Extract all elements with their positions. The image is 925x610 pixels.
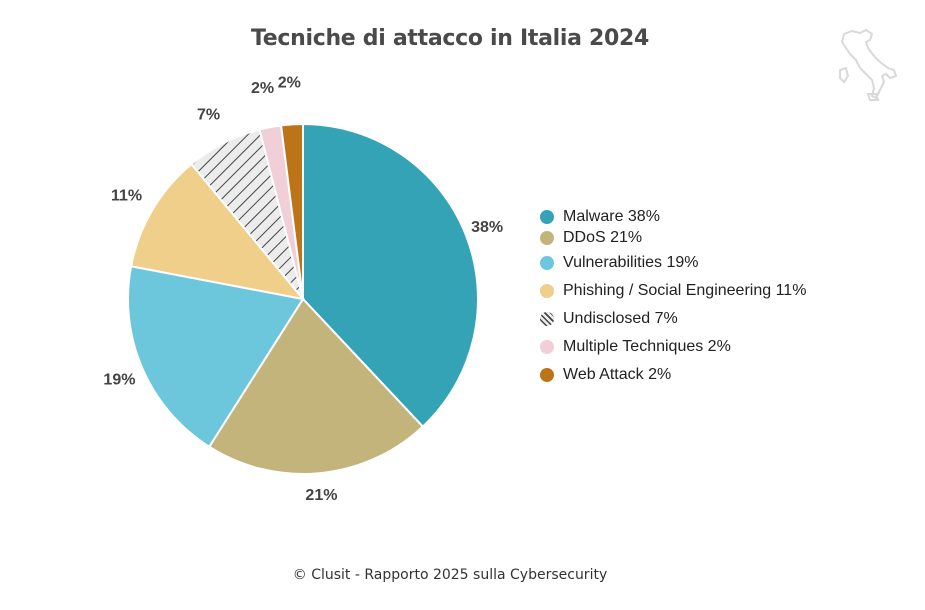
legend-swatch xyxy=(540,284,554,298)
legend-item-vulnerabilities: Vulnerabilities 19% xyxy=(540,249,806,277)
legend-label: Multiple Techniques 2% xyxy=(563,338,731,355)
legend-label: Undisclosed 7% xyxy=(563,310,678,327)
legend-item-web-attack: Web Attack 2% xyxy=(540,361,806,389)
legend-label: Malware 38% xyxy=(563,208,660,225)
footer-credit: © Clusit - Rapporto 2025 sulla Cybersecu… xyxy=(292,567,608,583)
slice-label-malware: 38% xyxy=(471,219,503,236)
slice-label-multiple-techniques: 2% xyxy=(251,80,274,97)
legend-label: Web Attack 2% xyxy=(563,366,672,383)
pie-slice-ddos xyxy=(207,297,425,475)
slice-label-web-attack: 2% xyxy=(278,74,301,91)
chart-title: Tecniche di attacco in Italia 2024 xyxy=(250,26,650,51)
legend-swatch xyxy=(540,256,554,270)
pie-slice-phishing-social-engineering xyxy=(129,162,306,301)
pie-slice-web-attack xyxy=(279,122,304,300)
legend-swatch xyxy=(540,340,554,354)
pie-slice-vulnerabilities xyxy=(127,265,305,449)
slice-label-phishing-social-engineering: 11% xyxy=(111,188,142,205)
chart-legend: Malware 38% DDoS 21% Vulnerabilities 19% Ph… xyxy=(540,203,806,389)
slice-label-undisclosed: 7% xyxy=(197,107,220,124)
legend-item-malware: Malware 38% xyxy=(540,203,806,231)
legend-swatch xyxy=(540,210,554,224)
legend-swatch xyxy=(540,312,554,326)
legend-swatch xyxy=(540,231,554,245)
legend-item-phishing-social-engineering: Phishing / Social Engineering 11% xyxy=(540,277,806,305)
slice-label-ddos: 21% xyxy=(305,487,337,504)
pie-slice-malware xyxy=(302,122,480,428)
legend-item-multiple-techniques: Multiple Techniques 2% xyxy=(540,333,806,361)
legend-label: DDoS 21% xyxy=(563,229,643,246)
legend-item-undisclosed: Undisclosed 7% xyxy=(540,305,806,333)
legend-label: Vulnerabilities 19% xyxy=(563,254,699,271)
slice-label-vulnerabilities: 19% xyxy=(103,371,135,388)
italy-map-icon xyxy=(838,28,900,102)
legend-label: Phishing / Social Engineering 11% xyxy=(563,282,807,299)
legend-swatch xyxy=(540,368,554,382)
legend-item-ddos: DDoS 21% xyxy=(540,227,806,249)
